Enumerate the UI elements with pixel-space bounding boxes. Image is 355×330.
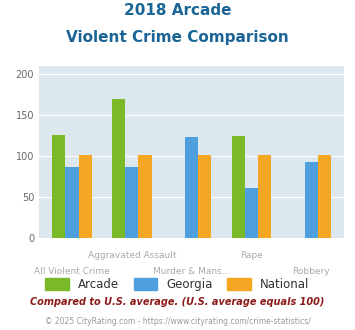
Bar [125, 167, 138, 238]
Bar [52, 135, 65, 238]
Bar [112, 99, 125, 238]
Text: Aggravated Assault: Aggravated Assault [88, 251, 176, 260]
Legend: Arcade, Georgia, National: Arcade, Georgia, National [40, 273, 315, 296]
Bar [258, 155, 271, 238]
Bar [318, 155, 331, 238]
Bar [138, 155, 152, 238]
Text: Compared to U.S. average. (U.S. average equals 100): Compared to U.S. average. (U.S. average … [30, 297, 325, 307]
Text: Murder & Mans...: Murder & Mans... [153, 267, 230, 276]
Bar [198, 155, 212, 238]
Text: © 2025 CityRating.com - https://www.cityrating.com/crime-statistics/: © 2025 CityRating.com - https://www.city… [45, 317, 310, 326]
Text: Rape: Rape [240, 251, 263, 260]
Bar [305, 162, 318, 238]
Bar [78, 155, 92, 238]
Text: All Violent Crime: All Violent Crime [34, 267, 110, 276]
Text: Robbery: Robbery [293, 267, 330, 276]
Bar [65, 167, 78, 238]
Text: 2018 Arcade: 2018 Arcade [124, 3, 231, 18]
Bar [185, 137, 198, 238]
Bar [232, 136, 245, 238]
Text: Violent Crime Comparison: Violent Crime Comparison [66, 30, 289, 45]
Bar [245, 188, 258, 238]
